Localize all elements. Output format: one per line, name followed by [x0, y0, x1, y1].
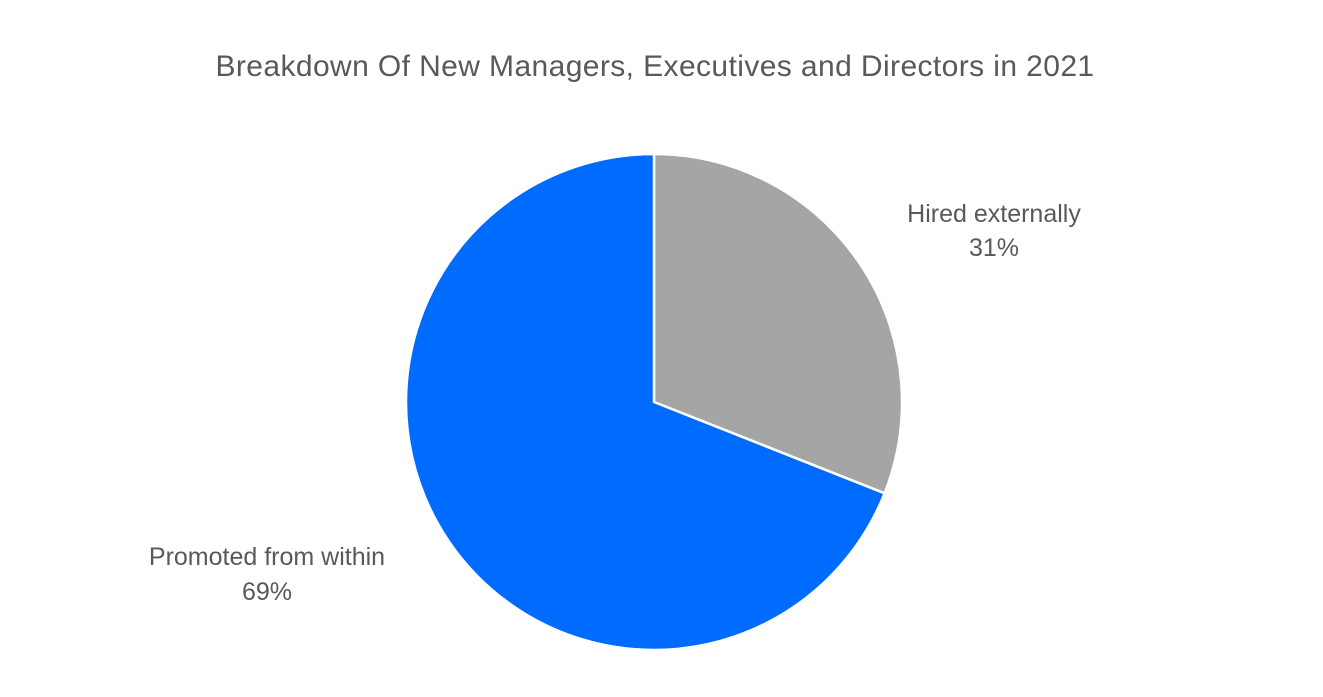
slice-label: Hired externally	[907, 200, 1081, 228]
slice-value-label: 69%	[242, 578, 292, 606]
chart-title: Breakdown Of New Managers, Executives an…	[215, 50, 1095, 83]
pie-slice-hired-externally	[652, 152, 904, 495]
pie-slice-promoted-from-within	[404, 152, 886, 652]
slice-value-label: 31%	[969, 234, 1019, 262]
slice-labels: Hired externally 31% Promoted from within 6…	[149, 200, 1081, 606]
slice-label: Promoted from within	[149, 543, 385, 571]
pie-slices	[404, 152, 904, 652]
